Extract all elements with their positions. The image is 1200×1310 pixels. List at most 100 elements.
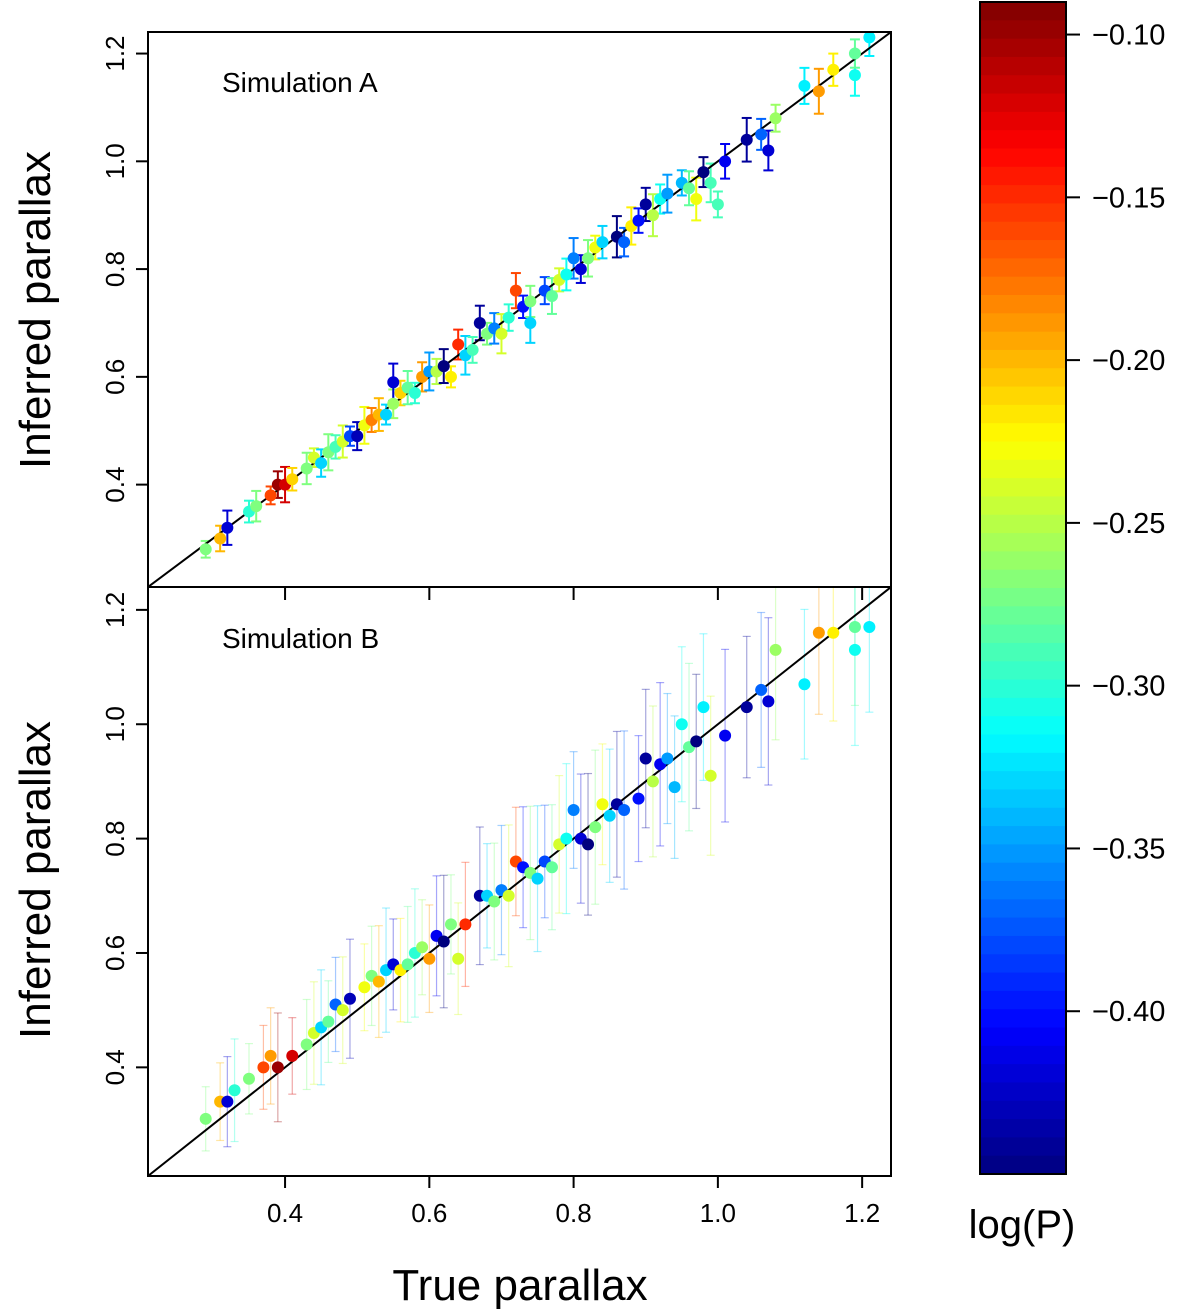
data-point [661,187,674,200]
colorbar-tick-label: −0.25 [1092,508,1165,540]
data-point [848,69,861,82]
data-point [646,775,659,788]
identity-line-b [148,587,891,1176]
colorbar-ticks: −0.10 −0.15 −0.20 −0.25 −0.30 −0.35 −0.40 [1066,20,1165,1028]
colorbar-strip [980,1100,1066,1120]
data-point [459,918,472,931]
data-point [495,327,508,340]
colorbar-strip [980,276,1066,296]
data-point [618,804,631,817]
colorbar-strip [980,734,1066,754]
data-point [488,895,501,908]
colorbar-strip [980,899,1066,919]
colorbar-strip [980,935,1066,955]
colorbar-strip [980,1082,1066,1102]
colorbar-strip [980,1137,1066,1157]
data-point [798,678,811,691]
data-point [848,47,861,60]
panel-simulation-b: 0.4 0.6 0.8 1.0 1.2 0.4 0.6 0.8 1.0 1.2 Simulati… [11,586,892,1310]
colorbar-strip [980,185,1066,205]
colorbar-strip [980,569,1066,589]
colorbar-strip [980,862,1066,882]
y-tick-label: 0.6 [100,935,130,971]
colorbar-strip [980,1119,1066,1138]
data-point [343,992,356,1005]
data-point [596,798,609,811]
data-point [812,85,825,98]
data-point [740,701,753,714]
data-point [769,643,782,656]
data-point [221,521,234,534]
colorbar-strip [980,972,1066,992]
data-point [567,252,580,265]
colorbar-strip [980,203,1066,223]
data-point [286,473,299,486]
colorbar-strip [980,1064,1066,1084]
colorbar-strip [980,716,1066,736]
data-point [632,214,645,227]
data-point [502,889,515,902]
points-a [199,32,876,556]
colorbar-gradient [980,2,1066,1175]
colorbar-strip [980,404,1066,424]
data-point [423,952,436,965]
data-point [502,311,515,324]
colorbar-strip [980,551,1066,571]
colorbar-strip [980,313,1066,333]
colorbar-strip [980,258,1066,278]
y-axis-title-a: Inferred parallax [11,151,60,469]
y-tick-label: 1.2 [100,592,130,628]
colorbar-strip [980,1027,1066,1047]
data-point [719,729,732,742]
data-point [358,981,371,994]
data-point [509,284,522,297]
colorbar-strip [980,990,1066,1010]
colorbar-strip [980,111,1066,131]
data-point [271,1061,284,1074]
data-point [372,975,385,988]
data-point [524,295,537,308]
data-point [704,769,717,782]
colorbar-strip [980,349,1066,369]
data-point [798,79,811,92]
colorbar: −0.10 −0.15 −0.20 −0.25 −0.30 −0.35 −0.40 log(… [969,1,1165,1247]
data-point [719,155,732,168]
data-point [848,621,861,634]
data-point [264,489,277,502]
data-point [336,1004,349,1017]
colorbar-strip [980,2,1066,21]
colorbar-strip [980,496,1066,516]
data-point [639,752,652,765]
colorbar-strip [980,1045,1066,1065]
data-point [697,701,710,714]
x-axis: 0.4 0.6 0.8 1.0 1.2 [267,1176,880,1228]
colorbar-strip [980,93,1066,113]
colorbar-strip [980,38,1066,58]
data-point [221,1095,234,1108]
colorbar-tick-label: −0.40 [1092,996,1165,1028]
data-point [444,370,457,383]
colorbar-strip [980,478,1066,498]
data-point [199,1112,212,1125]
data-point [683,182,696,195]
colorbar-strip [980,954,1066,974]
data-point [473,316,486,329]
data-point [596,236,609,249]
data-point [351,430,364,443]
colorbar-strip [980,844,1066,864]
data-point [567,804,580,817]
data-point [416,941,429,954]
data-point [286,1049,299,1062]
y-tick-label: 1.2 [100,35,130,71]
data-point [762,695,775,708]
data-point [300,1038,313,1051]
y-tick-label: 0.4 [100,1049,130,1085]
colorbar-strip [980,826,1066,845]
data-point [827,63,840,76]
data-point [452,952,465,965]
data-point [401,958,414,971]
panel-label-b: Simulation B [222,623,379,654]
data-point [697,166,710,179]
data-point [437,360,450,373]
